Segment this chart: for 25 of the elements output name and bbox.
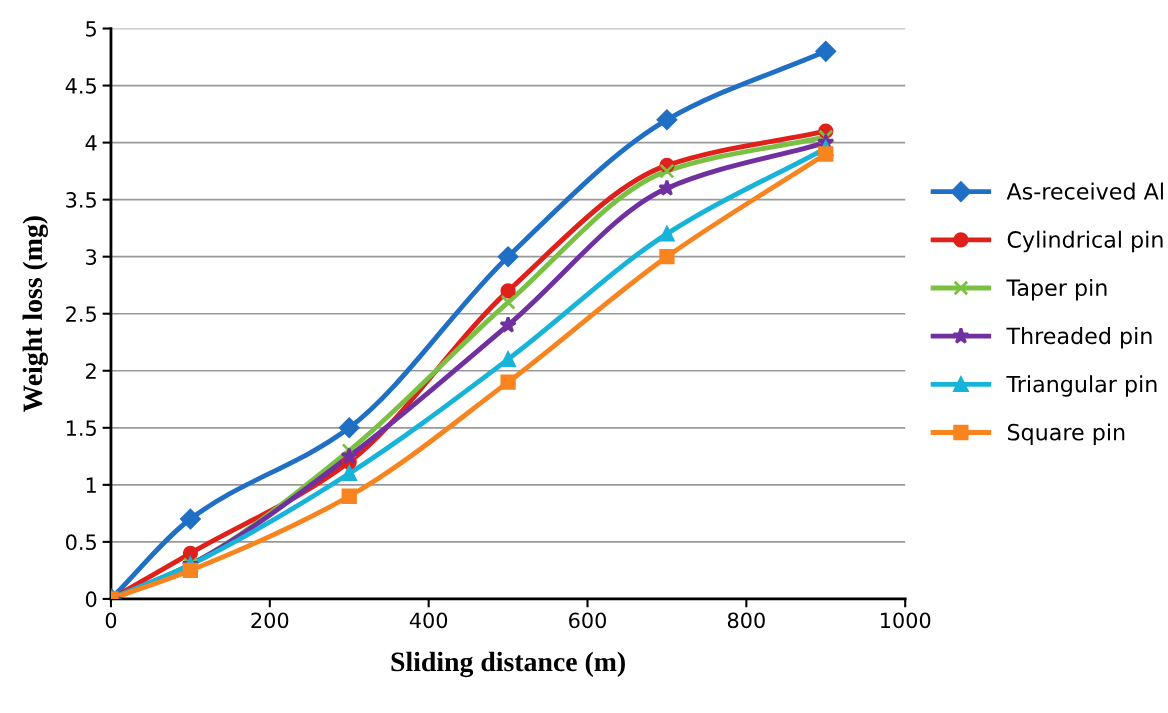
legend-label: As-received Al [1006, 182, 1163, 200]
y-tick-label: 0 [85, 591, 97, 608]
legend-label: Square pin [1007, 423, 1125, 445]
x-tick-label: 800 [727, 612, 765, 629]
y-tick-label: 1 [86, 477, 96, 493]
y-tick-label: 0.5 [66, 534, 96, 551]
legend-label: Cylindrical pin [1007, 230, 1163, 253]
y-tick-label: 1.5 [66, 420, 96, 437]
legend-label: Threaded pin [1006, 327, 1152, 349]
y-tick-label: 2.5 [66, 306, 96, 322]
y-tick-label: 3 [86, 249, 97, 265]
x-tick-label: 200 [251, 612, 289, 629]
x-tick-label: 600 [569, 612, 606, 629]
y-tick-label: 3.5 [66, 192, 96, 208]
y-tick-label: 4 [85, 135, 97, 151]
x-tick-label: 1000 [880, 612, 931, 629]
legend-label: Taper pin [1006, 278, 1107, 301]
y-tick-label: 2 [86, 363, 96, 379]
y-tick-label: 4.5 [65, 78, 96, 94]
x-tick-label: 0 [105, 612, 117, 629]
y-axis-title: Weight loss (mg) [22, 216, 48, 413]
x-tick-label: 400 [409, 612, 448, 629]
x-axis-title: Sliding distance (m) [391, 651, 625, 678]
y-tick-label: 5 [86, 21, 96, 37]
legend-label: Triangular pin [1006, 375, 1157, 397]
